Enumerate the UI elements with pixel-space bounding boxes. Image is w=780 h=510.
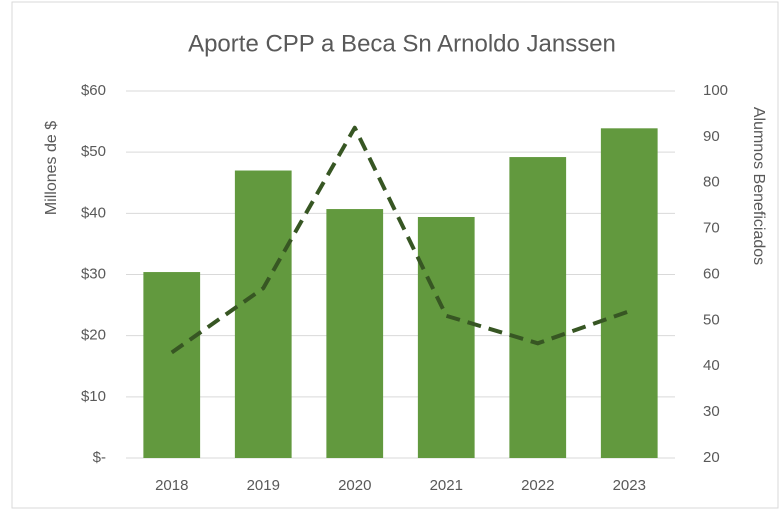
y-tick-label: $- [93, 449, 106, 466]
y2-axis-title: Alumnos Beneficiados [750, 107, 767, 265]
y-axis-title: Millones de $ [43, 121, 60, 215]
y-tick-label: $20 [81, 327, 106, 344]
x-tick-label: 2023 [613, 477, 646, 494]
y2-tick-label: 20 [703, 449, 720, 466]
y-tick-label: $10 [81, 388, 106, 405]
y2-tick-label: 100 [703, 82, 728, 99]
y2-tick-label: 80 [703, 174, 720, 191]
y2-tick-label: 30 [703, 403, 720, 420]
x-tick-label: 2022 [521, 477, 554, 494]
line [170, 125, 630, 355]
bar [143, 272, 201, 458]
chart-title: Aporte CPP a Beca Sn Arnoldo Janssen [188, 30, 616, 57]
bar [600, 128, 658, 459]
x-tick-label: 2020 [338, 477, 371, 494]
bar [509, 157, 567, 458]
x-tick-label: 2018 [155, 477, 188, 494]
y2-tick-label: 60 [703, 265, 720, 282]
x-tick-label: 2021 [430, 477, 463, 494]
y-tick-label: $30 [81, 265, 106, 282]
x-tick-label: 2019 [247, 477, 280, 494]
chart-border [11, 1, 779, 509]
bar [326, 209, 384, 458]
y-tick-label: $50 [81, 143, 106, 160]
y2-tick-label: 70 [703, 220, 720, 237]
y2-tick-label: 50 [703, 311, 720, 328]
y-tick-label: $40 [81, 204, 106, 221]
bar [417, 217, 475, 458]
y2-tick-label: 90 [703, 128, 720, 145]
y-tick-label: $60 [81, 82, 106, 99]
bar [234, 170, 292, 458]
y2-tick-label: 40 [703, 357, 720, 374]
